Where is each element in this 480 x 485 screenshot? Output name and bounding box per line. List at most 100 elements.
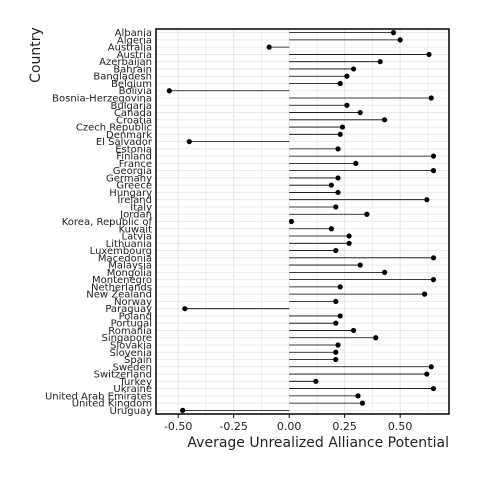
point-ireland bbox=[424, 197, 430, 203]
point-georgia bbox=[430, 168, 437, 174]
point-albania bbox=[390, 30, 397, 36]
point-azerbaijan bbox=[377, 59, 383, 65]
point-algeria bbox=[397, 37, 403, 43]
category-label-ireland: Ireland bbox=[117, 195, 152, 206]
category-label-greece: Greece bbox=[116, 181, 152, 192]
point-macedonia bbox=[430, 255, 437, 261]
plot-panel-border bbox=[155, 28, 450, 415]
point-hungary bbox=[335, 189, 341, 196]
point-malaysia bbox=[357, 262, 363, 268]
category-label-lithuania: Lithuania bbox=[106, 239, 152, 250]
category-label-algeria: Algeria bbox=[117, 35, 152, 46]
category-label-turkey: Turkey bbox=[118, 377, 152, 388]
category-label-romania: Romania bbox=[108, 326, 152, 337]
point-portugal bbox=[333, 320, 339, 326]
point-estonia bbox=[335, 146, 341, 152]
category-label-bahrain: Bahrain bbox=[113, 64, 152, 75]
category-label-austria: Austria bbox=[117, 50, 152, 61]
point-paraguay bbox=[182, 306, 188, 312]
category-label-united-arab-emirates: United Arab Emirates bbox=[45, 391, 152, 402]
category-label-bulgaria: Bulgaria bbox=[111, 101, 152, 112]
category-label-bosnia-herzegovina: Bosnia-Herzegovina bbox=[52, 94, 152, 105]
category-label-korea-republic-of: Korea, Republic of bbox=[62, 217, 153, 228]
category-label-belgium: Belgium bbox=[111, 79, 152, 90]
category-labels: AlbaniaAlgeriaAustraliaAustriaAzerbaijan… bbox=[45, 28, 153, 417]
point-turkey bbox=[313, 378, 319, 384]
point-czech-republic bbox=[339, 124, 346, 130]
category-label-italy: Italy bbox=[130, 202, 152, 213]
category-label-uruguay: Uruguay bbox=[110, 406, 153, 417]
category-label-finland: Finland bbox=[116, 152, 152, 163]
point-australia bbox=[266, 44, 272, 50]
point-slovakia bbox=[335, 342, 341, 348]
category-label-el-salvador: El Salvador bbox=[96, 137, 153, 148]
point-new-zealand bbox=[421, 291, 428, 297]
category-label-paraguay: Paraguay bbox=[105, 304, 152, 315]
point-uruguay bbox=[180, 407, 186, 413]
point-el-salvador bbox=[186, 138, 192, 145]
grid-layer bbox=[156, 29, 449, 414]
category-label-united-kingdom: United Kingdom bbox=[72, 399, 152, 410]
y-axis-title: Country bbox=[28, 27, 44, 83]
category-label-croatia: Croatia bbox=[116, 115, 152, 126]
point-bahrain bbox=[350, 66, 357, 72]
point-belgium bbox=[337, 80, 343, 87]
stem-layer bbox=[169, 32, 434, 411]
point-bulgaria bbox=[344, 102, 350, 108]
category-label-czech-republic: Czech Republic bbox=[76, 123, 152, 134]
point-finland bbox=[430, 153, 437, 159]
category-label-germany: Germany bbox=[106, 173, 152, 184]
point-jordan bbox=[364, 211, 370, 217]
category-label-new-zealand: New Zealand bbox=[86, 290, 152, 301]
x-tick-label: -0.50 bbox=[164, 420, 192, 433]
category-label-slovenia: Slovenia bbox=[109, 348, 152, 359]
x-tick-label: -0.25 bbox=[219, 420, 247, 433]
category-label-denmark: Denmark bbox=[106, 130, 152, 141]
point-singapore bbox=[373, 335, 379, 341]
category-label-australia: Australia bbox=[108, 43, 152, 54]
category-label-sweden: Sweden bbox=[112, 362, 152, 373]
point-sweden bbox=[428, 364, 434, 370]
category-label-latvia: Latvia bbox=[122, 232, 152, 243]
x-axis-ticks: -0.50 -0.25 0.00 0.25 0.50 bbox=[164, 414, 412, 433]
category-label-macedonia: Macedonia bbox=[98, 253, 152, 264]
point-denmark bbox=[337, 131, 343, 137]
x-tick-label: 0.50 bbox=[388, 420, 413, 433]
category-label-albania: Albania bbox=[115, 28, 152, 39]
category-label-azerbaijan: Azerbaijan bbox=[99, 57, 152, 68]
category-label-mongolia: Mongolia bbox=[107, 268, 152, 279]
x-axis-title: Average Unrealized Alliance Potential bbox=[187, 435, 449, 451]
category-label-switzerland: Switzerland bbox=[94, 370, 152, 381]
x-tick-label: 0.00 bbox=[277, 420, 302, 433]
category-label-hungary: Hungary bbox=[109, 188, 152, 199]
point-france bbox=[353, 160, 359, 166]
point-canada bbox=[357, 109, 363, 116]
category-label-poland: Poland bbox=[119, 311, 152, 322]
point-romania bbox=[350, 327, 357, 334]
category-label-kuwait: Kuwait bbox=[119, 224, 152, 235]
category-label-spain: Spain bbox=[124, 355, 152, 366]
x-tick-label: 0.25 bbox=[332, 420, 357, 433]
point-kuwait bbox=[328, 226, 334, 232]
category-label-singapore: Singapore bbox=[102, 333, 152, 344]
point-croatia bbox=[382, 117, 388, 123]
category-label-luxembourg: Luxembourg bbox=[90, 246, 152, 257]
category-label-canada: Canada bbox=[114, 108, 152, 119]
category-label-montenegro: Montenegro bbox=[92, 275, 152, 286]
category-label-portugal: Portugal bbox=[111, 319, 152, 330]
category-label-norway: Norway bbox=[114, 297, 152, 308]
point-bolivia bbox=[166, 88, 172, 94]
point-spain bbox=[333, 356, 339, 363]
category-label-malaysia: Malaysia bbox=[108, 261, 152, 272]
category-label-bolivia: Bolivia bbox=[119, 86, 152, 97]
category-label-netherlands: Netherlands bbox=[91, 282, 152, 293]
point-montenegro bbox=[430, 277, 437, 283]
category-label-georgia: Georgia bbox=[113, 166, 152, 177]
point-bosnia-herzegovina bbox=[428, 95, 434, 101]
category-label-ukraine: Ukraine bbox=[113, 384, 152, 395]
point-mongolia bbox=[382, 269, 388, 275]
category-label-jordan: Jordan bbox=[119, 210, 152, 221]
point-latvia bbox=[346, 233, 352, 239]
point-united-kingdom bbox=[359, 400, 366, 406]
point-poland bbox=[337, 313, 343, 319]
